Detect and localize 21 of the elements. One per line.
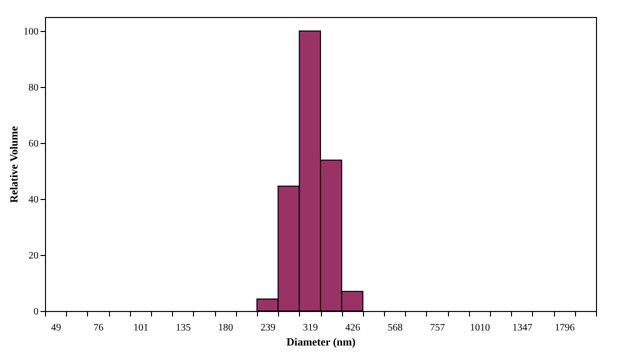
x-tick-label: 319: [302, 322, 318, 334]
x-axis-title: Diameter (nm): [286, 336, 356, 348]
x-tick-label: 757: [430, 322, 446, 334]
x-tick-label: 76: [93, 322, 104, 334]
x-tick-label: 1010: [470, 322, 490, 334]
y-tick-label: 100: [24, 26, 38, 38]
x-tick-label: 180: [218, 322, 234, 334]
x-tick-label: 239: [260, 322, 276, 334]
y-tick-label: 40: [28, 194, 38, 206]
y-tick-label: 20: [28, 250, 38, 262]
x-tick-label: 49: [51, 322, 62, 334]
y-tick-label: 60: [28, 138, 38, 150]
x-tick-label: 1347: [512, 322, 532, 334]
x-tick-label: 135: [176, 322, 191, 334]
x-tick-label: 101: [133, 322, 148, 334]
y-tick-label: 0: [34, 306, 38, 318]
x-tick-label: 426: [345, 322, 360, 334]
y-tick-label: 80: [28, 82, 38, 94]
y-axis-title: Relative Volume: [8, 126, 20, 203]
x-tick-label: 568: [388, 322, 403, 334]
x-tick-label: 1796: [554, 322, 575, 334]
